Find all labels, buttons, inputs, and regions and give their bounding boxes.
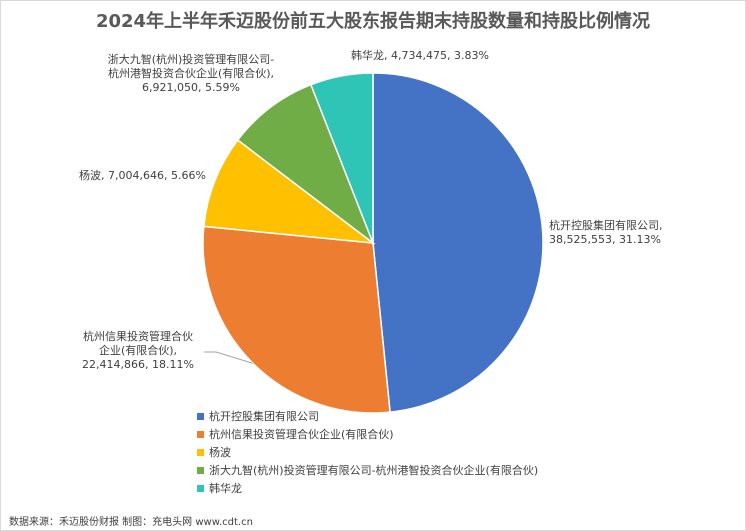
legend-item: 杨波 [197,443,538,461]
data-label-line: 企业(有限合伙), [98,344,178,357]
legend-swatch [197,466,204,474]
data-label-4: 浙大九智(杭州)投资管理有限公司- 杭州港智投资合伙企业(有限合伙), 6,921,… [91,53,291,95]
data-label-line: 杭开控股集团有限公司, [549,219,663,232]
leader-line [204,351,254,364]
data-label-line: 杭州港智投资合伙企业(有限合伙), [107,67,275,80]
legend-item: 浙大九智(杭州)投资管理有限公司-杭州港智投资合伙企业(有限合伙) [197,461,538,479]
legend-label: 杭州信果投资管理合伙企业(有限合伙) [209,428,394,441]
pie-slice-2 [202,225,391,414]
legend: 杭开控股集团有限公司杭州信果投资管理合伙企业(有限合伙) 杨波浙大九智(杭州)投资… [197,407,538,497]
data-label-line: 杨波, 7,004,646, 5.66% [79,169,206,182]
legend-label: 浙大九智(杭州)投资管理有限公司-杭州港智投资合伙企业(有限合伙) [209,464,539,477]
data-label-3: 杨波, 7,004,646, 5.66% [79,169,206,183]
data-label-2: 杭州信果投资管理合伙 企业(有限合伙), 22,414,866, 18.11% [63,330,213,372]
data-label-5: 韩华龙, 4,734,475, 3.83% [351,49,489,63]
chart-title: 2024年上半年禾迈股份前五大股东报告期末持股数量和持股比例情况 [95,11,651,32]
data-label-line: 6,921,050, 5.59% [142,81,240,94]
legend-item: 杭开控股集团有限公司 [197,407,538,425]
legend-swatch [197,484,204,492]
data-label-line: 38,525,553, 31.13% [549,233,661,246]
pie-slice-4 [236,83,375,246]
legend-swatch [197,430,204,438]
legend-label: 韩华龙 [209,482,242,495]
legend-swatch [197,448,204,456]
data-label-line: 杭州信果投资管理合伙 [83,330,193,343]
legend-item: 杭州信果投资管理合伙企业(有限合伙) [197,425,538,443]
legend-swatch [197,412,204,420]
data-label-1: 杭开控股集团有限公司, 38,525,553, 31.13% [549,219,663,247]
legend-label: 杭开控股集团有限公司 [209,410,319,423]
data-label-line: 22,414,866, 18.11% [82,358,194,371]
legend-label: 杨波 [209,446,231,459]
data-label-line: 浙大九智(杭州)投资管理有限公司- [107,53,275,66]
data-label-line: 韩华龙, 4,734,475, 3.83% [351,49,489,62]
pie-slice-3 [202,138,376,245]
pie-slice-5 [309,72,374,244]
legend-item: 韩华龙 [197,479,538,497]
pie-slice-1 [372,72,544,413]
source-note: 数据来源：禾迈股份财报 制图：充电头网 www.cdt.cn [9,517,253,528]
